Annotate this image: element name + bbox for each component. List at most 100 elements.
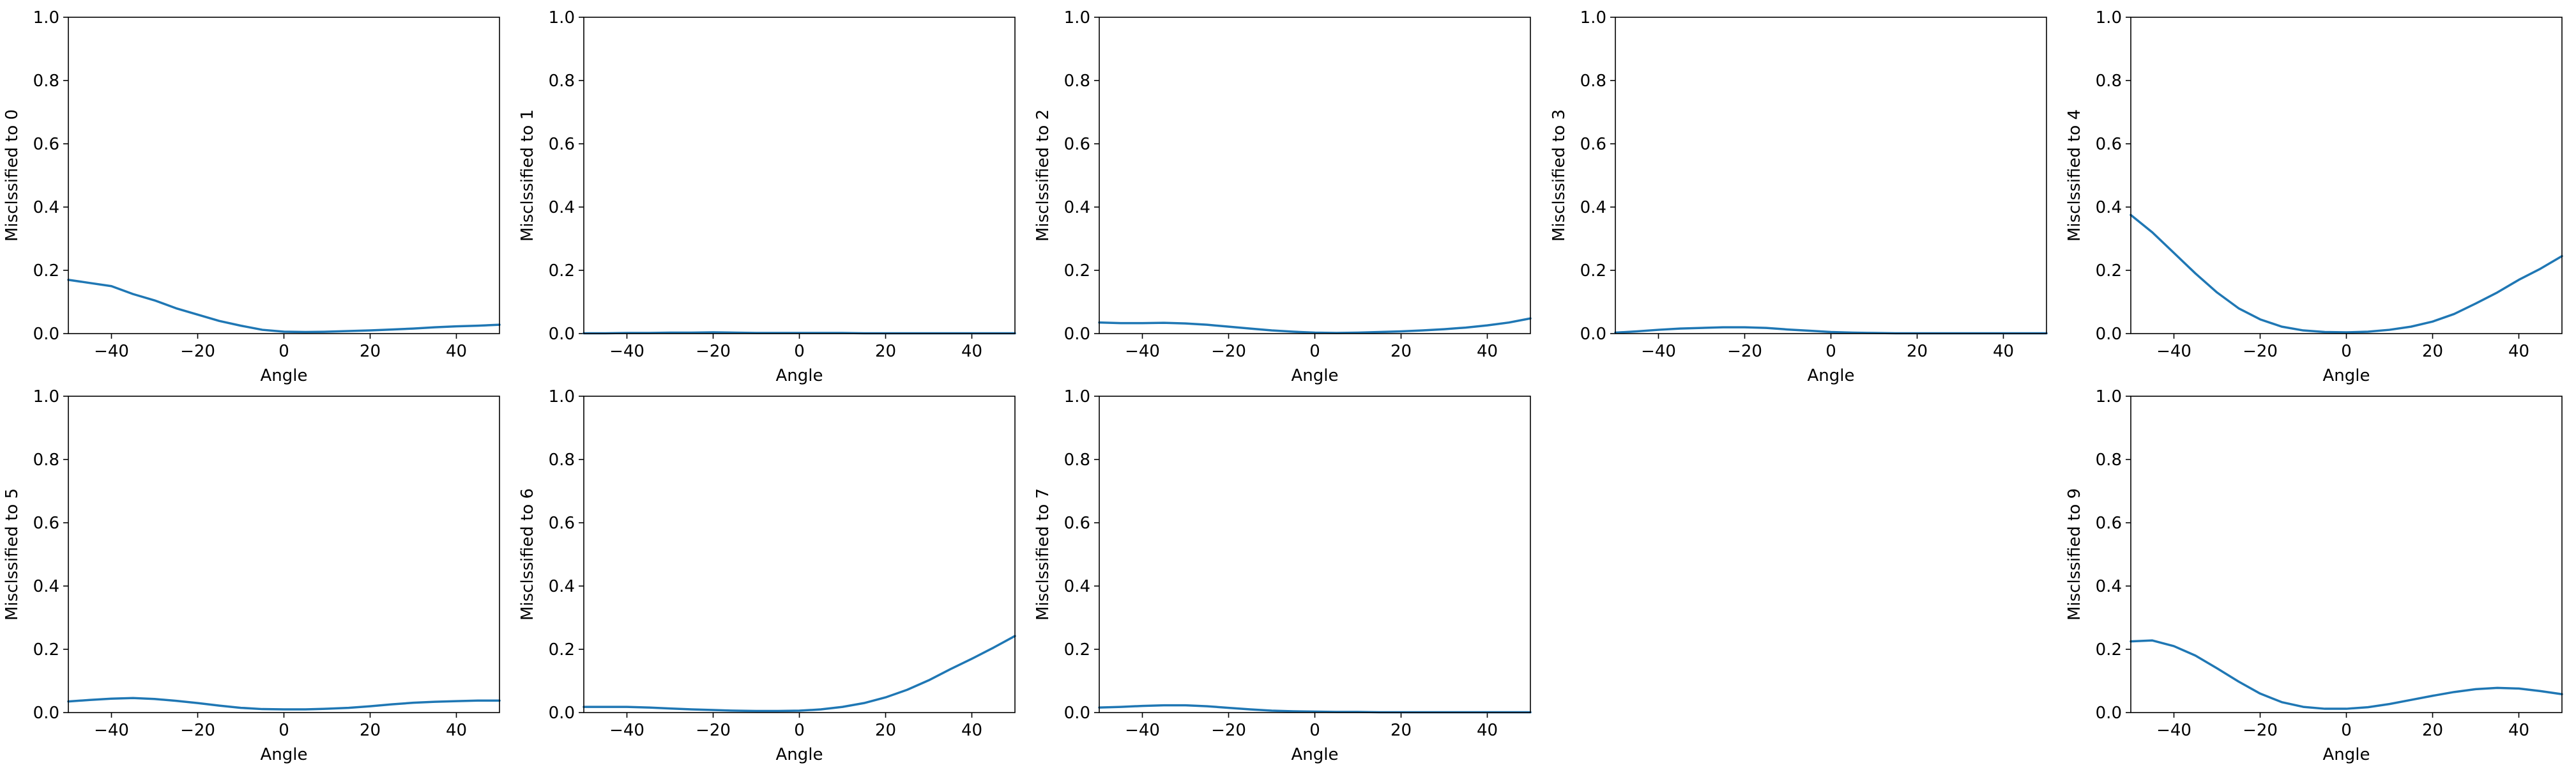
y-tick-label: 0.8 [549, 72, 575, 91]
axes-frame [1615, 17, 2047, 334]
subplot-0: 0.0 0.2 0.4 0.6 0.8 1.0 −40 −20 0 20 40 Angle Miscls… [3, 8, 501, 385]
subplot-5: 0.0 0.2 0.4 0.6 0.8 1.0 −40 −20 0 20 40 Angle Miscls… [3, 387, 501, 764]
subplot-7: 0.0 0.2 0.4 0.6 0.8 1.0 −40 −20 0 20 40 Angle Miscls… [1033, 387, 1532, 764]
y-tick-label: 0.8 [549, 451, 575, 470]
axes-frame [583, 396, 1016, 713]
y-tick-label: 0.4 [33, 198, 59, 217]
x-tick-label: −40 [609, 342, 644, 361]
y-axis-label: Misclssified to 7 [1033, 488, 1053, 621]
y-axis-label: Misclssified to 0 [3, 109, 22, 242]
y-tick-label: 0.8 [33, 72, 59, 91]
axes-frame [68, 396, 500, 713]
y-tick-label: 0.6 [549, 135, 575, 154]
x-tick-label: 0 [794, 721, 805, 740]
y-tick-label: 0.0 [2096, 325, 2122, 344]
y-tick-label: 0.2 [33, 261, 59, 281]
x-tick-label: 20 [1391, 342, 1412, 361]
y-tick-label: 0.0 [549, 704, 575, 723]
y-tick-label: 0.8 [1064, 451, 1090, 470]
y-tick-label: 0.8 [1064, 72, 1090, 91]
y-tick-label: 0.4 [549, 198, 575, 217]
x-tick-label: 40 [446, 342, 467, 361]
x-tick-label: 20 [1391, 721, 1412, 740]
y-tick-label: 0.2 [549, 640, 575, 660]
y-tick-label: 0.4 [1064, 198, 1090, 217]
x-tick-label: −40 [94, 721, 129, 740]
x-tick-label: −40 [1641, 342, 1676, 361]
x-tick-label: 20 [1907, 342, 1928, 361]
x-tick-label: −40 [94, 342, 129, 361]
series-line [1614, 326, 2048, 335]
y-tick-label: 1.0 [2096, 8, 2122, 27]
axes-frame [2130, 17, 2563, 334]
y-axis-label: Misclssified to 9 [2065, 488, 2084, 621]
y-tick-label: 0.4 [2096, 198, 2122, 217]
x-tick-label: 40 [2508, 721, 2529, 740]
axes-frame [2130, 396, 2563, 713]
x-tick-label: −40 [609, 721, 644, 740]
y-tick-label: 0.6 [549, 514, 575, 533]
x-tick-label: 0 [1309, 721, 1320, 740]
x-tick-label: 0 [794, 342, 805, 361]
x-tick-label: 20 [360, 721, 381, 740]
series-line [2130, 639, 2563, 710]
axes-frame [583, 17, 1016, 334]
y-tick-label: 0.2 [2096, 640, 2122, 660]
x-axis-label: Angle [1292, 745, 1339, 764]
series-line [67, 279, 501, 334]
x-tick-label: 40 [1993, 342, 2014, 361]
y-tick-label: 0.6 [1580, 135, 1606, 154]
y-tick-label: 0.8 [2096, 451, 2122, 470]
x-tick-label: −40 [1125, 721, 1160, 740]
y-tick-label: 0.2 [1064, 261, 1090, 281]
x-tick-label: −20 [696, 721, 731, 740]
y-tick-label: 0.4 [2096, 577, 2122, 596]
x-tick-label: 40 [446, 721, 467, 740]
axes-frame [1099, 17, 1531, 334]
x-tick-label: 40 [1477, 342, 1498, 361]
y-tick-label: 0.0 [1580, 325, 1606, 344]
y-tick-label: 1.0 [2096, 387, 2122, 406]
x-tick-label: 40 [961, 721, 982, 740]
x-axis-label: Angle [261, 366, 308, 385]
y-tick-label: 0.2 [549, 261, 575, 281]
subplot-2: 0.0 0.2 0.4 0.6 0.8 1.0 −40 −20 0 20 40 Angle Miscls… [1033, 8, 1532, 385]
x-tick-label: 20 [875, 721, 896, 740]
x-axis-label: Angle [776, 366, 823, 385]
x-tick-label: 20 [360, 342, 381, 361]
y-tick-label: 0.6 [1064, 135, 1090, 154]
x-tick-label: 40 [1477, 721, 1498, 740]
subplot-1: 0.0 0.2 0.4 0.6 0.8 1.0 −40 −20 0 20 40 Angle Miscls… [518, 8, 1016, 385]
x-tick-label: 0 [278, 342, 289, 361]
x-tick-label: 0 [2341, 721, 2352, 740]
y-axis-label: Misclssified to 5 [3, 488, 22, 621]
y-tick-label: 0.0 [33, 704, 59, 723]
y-tick-label: 1.0 [549, 387, 575, 406]
x-axis-label: Angle [261, 745, 308, 764]
x-axis-label: Angle [2323, 745, 2370, 764]
x-tick-label: 20 [2422, 721, 2443, 740]
x-tick-label: −20 [2243, 342, 2278, 361]
x-tick-label: −20 [2243, 721, 2278, 740]
y-tick-label: 0.0 [1064, 704, 1090, 723]
x-tick-label: 40 [961, 342, 982, 361]
x-tick-label: −40 [2156, 721, 2191, 740]
y-axis-label: Misclssified to 4 [2065, 109, 2084, 242]
y-tick-label: 0.8 [33, 451, 59, 470]
y-tick-label: 1.0 [1580, 8, 1606, 27]
y-tick-label: 0.0 [1064, 325, 1090, 344]
x-tick-label: −20 [180, 342, 215, 361]
series-line [1098, 704, 1532, 714]
axes-frame [68, 17, 500, 334]
y-tick-label: 0.4 [1064, 577, 1090, 596]
x-tick-label: −20 [696, 342, 731, 361]
y-axis-label: Misclssified to 3 [1550, 109, 1569, 242]
y-tick-label: 0.4 [1580, 198, 1606, 217]
x-axis-label: Angle [1292, 366, 1339, 385]
x-tick-label: −20 [180, 721, 215, 740]
x-tick-label: −40 [2156, 342, 2191, 361]
y-tick-label: 0.0 [2096, 704, 2122, 723]
series-line [583, 635, 1016, 713]
x-tick-label: 0 [2341, 342, 2352, 361]
